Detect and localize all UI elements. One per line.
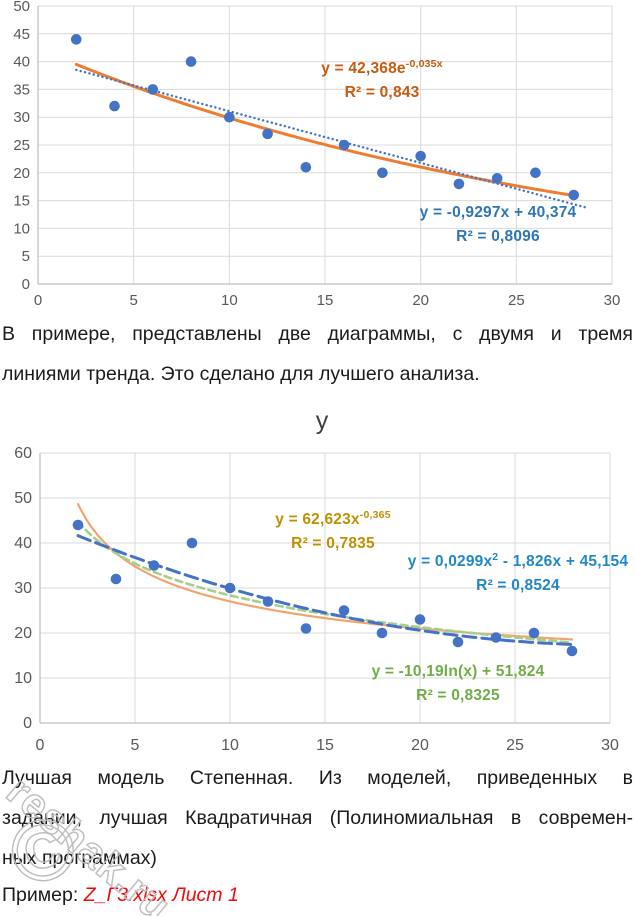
data-point (414, 614, 426, 625)
x-tick-label: 10 (221, 292, 238, 309)
data-point (110, 573, 122, 585)
data-point (262, 596, 274, 607)
paragraph-line: линиями тренда. Это сделано для лучшего … (2, 363, 480, 385)
equation-r2: R² = 0,843 (344, 84, 420, 101)
y-tick-label: 30 (14, 580, 32, 597)
chart-title: y (316, 407, 329, 435)
data-point (491, 173, 503, 184)
data-point (415, 150, 426, 162)
y-tick-label: 40 (13, 54, 30, 71)
paragraph-between-charts: В примере, представлены две диаграммы, с… (0, 314, 635, 394)
trendline-linear (75, 68, 590, 210)
data-point (376, 627, 388, 639)
paragraph-conclusion: Лучшая модель Степенная. Из моделей, при… (0, 758, 635, 910)
x-tick-label: 15 (316, 737, 334, 754)
x-tick-label: 25 (506, 737, 524, 754)
data-point (72, 519, 84, 531)
y-tick-label: 10 (14, 670, 32, 687)
equation-text: y = -0,9297x + 40,374 (419, 204, 577, 221)
x-tick-label: 20 (412, 292, 429, 309)
x-tick-label: 30 (601, 737, 619, 754)
x-tick-label: 25 (508, 292, 525, 309)
trendline-equation-logarithmic: y = -10,19ln(x) + 51,824 R² = 0,8325 (356, 660, 560, 708)
paragraph-line: задании, лучшая Квадратичная (Полиномиал… (2, 807, 633, 829)
paragraph-line: Лучшая модель Степенная. Из моделей, при… (2, 767, 633, 789)
y-tick-label: 20 (13, 165, 30, 182)
equation-r2: R² = 0,7835 (291, 535, 375, 552)
y-tick-label: 40 (14, 535, 32, 552)
x-tick-label: 5 (131, 737, 140, 754)
data-point (452, 636, 464, 648)
data-point (224, 111, 235, 123)
y-tick-label: 50 (13, 0, 30, 15)
x-tick-label: 5 (129, 292, 137, 309)
example-label: Пример: (2, 884, 79, 906)
equation-r2: R² = 0,8096 (456, 228, 540, 245)
data-point (566, 645, 578, 657)
y-tick-label: 35 (13, 81, 30, 98)
x-tick-label: 0 (36, 737, 45, 754)
y-tick-label: 50 (14, 490, 32, 507)
y-tick-label: 25 (13, 137, 30, 154)
x-tick-label: 30 (604, 292, 621, 309)
data-point (528, 627, 540, 639)
x-tick-label: 20 (411, 737, 429, 754)
chart-top-scatter: 0 5 10 15 20 25 30 0 5 10 15 20 25 30 35 40 45 50 y = 42,… (0, 0, 635, 312)
paragraph-line: В примере, представлены две диаграммы, с… (2, 323, 633, 345)
chart2-svg: y 0 5 10 15 20 25 30 0 10 20 30 40 50 60 (14, 407, 619, 754)
example-line: Пример: Z_Г3.xlsx Лист 1 (2, 880, 633, 910)
y-tick-label: 0 (22, 276, 30, 293)
data-point (453, 178, 465, 190)
data-point (147, 84, 159, 95)
y-tick-label: 30 (13, 109, 30, 126)
trendline-poly2 (76, 534, 574, 646)
x-tick-label: 0 (34, 292, 42, 309)
y-tick-label: 10 (13, 220, 30, 237)
equation-text: y = 42,368e-0,035x (321, 57, 443, 77)
data-point (186, 537, 198, 549)
data-point (224, 582, 236, 594)
trendline-equation-power: y = 62,623x-0,365 R² = 0,7835 (238, 508, 428, 556)
chart-bottom-scatter: y 0 5 10 15 20 25 30 0 10 20 30 40 50 60 y = 62,623x-… (0, 396, 635, 768)
equation-text: y = -10,19ln(x) + 51,824 (371, 663, 545, 680)
chart1-svg: 0 5 10 15 20 25 30 0 5 10 15 20 25 30 35 40 45 50 (13, 0, 621, 309)
example-file-link[interactable]: Z_Г3.xlsx Лист 1 (83, 884, 239, 906)
equation-r2: R² = 0,8524 (476, 577, 560, 594)
trendline-equation-polynomial: y = 0,0299x2 - 1,826x + 45,154 R² = 0,85… (402, 550, 634, 598)
trendline-equation-linear: y = -0,9297x + 40,374 R² = 0,8096 (398, 201, 598, 249)
data-point (70, 34, 82, 45)
y-tick-label: 20 (14, 625, 32, 642)
data-point (300, 623, 312, 634)
data-point (490, 632, 502, 643)
data-point (338, 605, 350, 616)
x-tick-label: 10 (221, 737, 239, 754)
data-point (338, 139, 350, 151)
paragraph-line: ных программах) (2, 847, 157, 869)
equation-r2: R² = 0,8325 (416, 687, 500, 704)
y-tick-label: 15 (13, 193, 30, 210)
data-point (377, 167, 388, 179)
trendline-exponential (74, 62, 576, 198)
data-point (262, 128, 273, 140)
data-point (185, 56, 197, 67)
y-tick-label: 45 (13, 26, 30, 43)
data-point (300, 161, 312, 173)
equation-text: y = 62,623x-0,365 (275, 508, 391, 528)
y-tick-label: 5 (22, 248, 30, 265)
data-point (530, 167, 541, 179)
data-point (148, 560, 160, 571)
data-point (109, 100, 120, 112)
trendline-equation-exponential: y = 42,368e-0,035x R² = 0,843 (287, 57, 477, 105)
x-tick-label: 15 (317, 292, 334, 309)
y-tick-label: 0 (23, 715, 32, 732)
trendline-power (76, 503, 574, 641)
equation-text: y = 0,0299x2 - 1,826x + 45,154 (407, 550, 629, 570)
data-point (568, 189, 580, 201)
y-tick-label: 60 (14, 445, 32, 462)
